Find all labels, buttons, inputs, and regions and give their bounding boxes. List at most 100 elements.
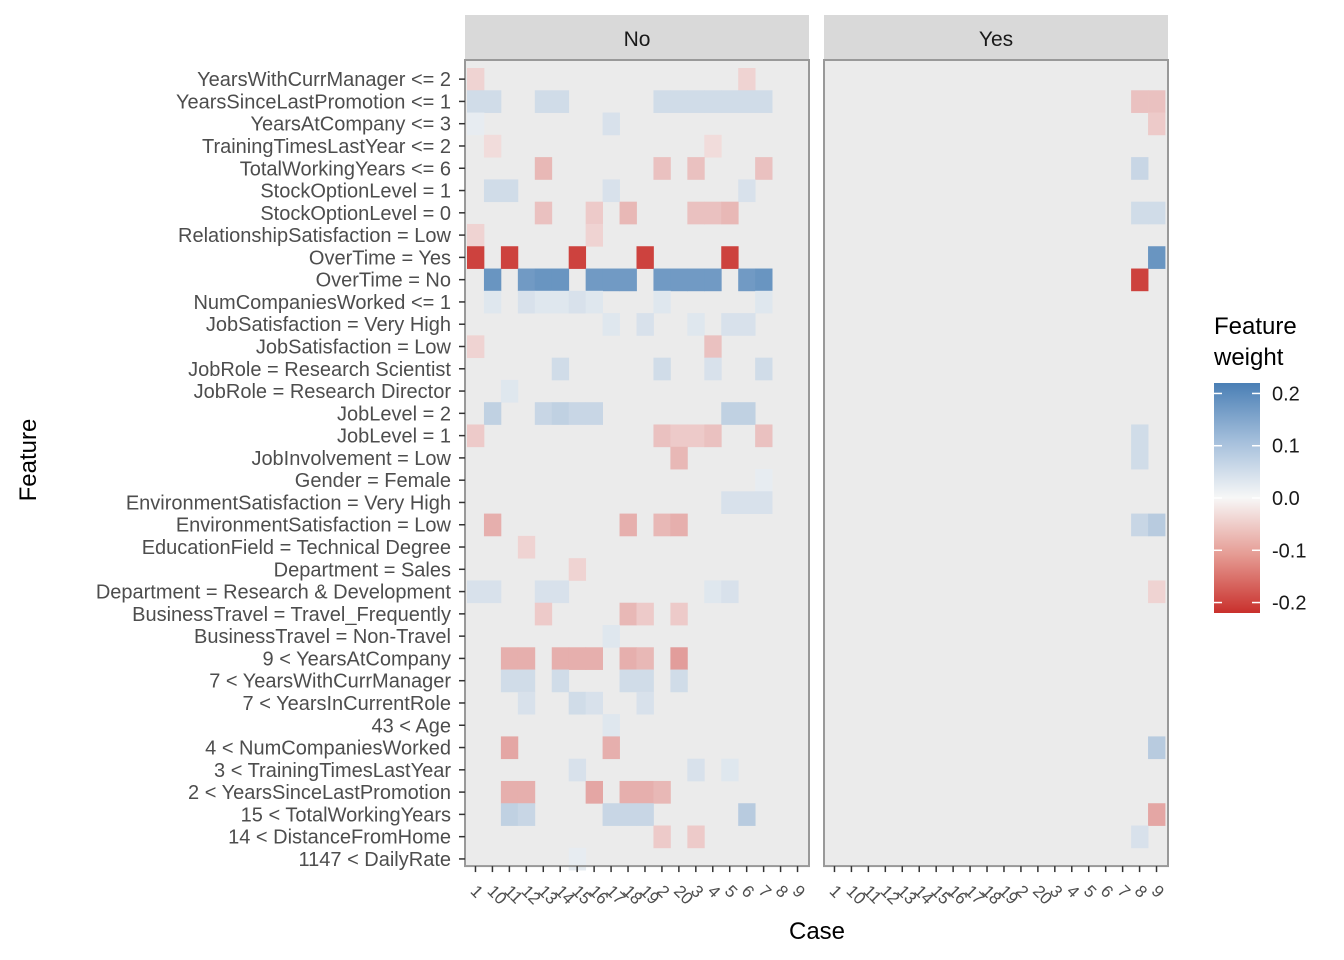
heatmap-cell: [467, 112, 485, 136]
heatmap-cell: [721, 201, 739, 225]
heatmap-cell: [467, 223, 485, 247]
heatmap-cell: [517, 535, 536, 559]
y-tick-label: 9 < YearsAtCompany: [263, 648, 451, 670]
heatmap-cell: [704, 134, 722, 158]
y-tick-label: TrainingTimesLastYear <= 2: [202, 136, 451, 158]
heatmap-cell: [483, 90, 502, 113]
heatmap-cell: [534, 580, 553, 604]
heatmap-cell: [1148, 513, 1166, 537]
heatmap-cell: [585, 691, 603, 715]
y-tick-label: Gender = Female: [295, 470, 451, 492]
y-tick-label: 7 < YearsInCurrentRole: [243, 693, 451, 715]
heatmap-cell: [568, 647, 587, 670]
x-tick-label: 5: [1080, 881, 1100, 901]
heatmap-cell: [602, 313, 620, 336]
heatmap-cell: [738, 313, 756, 336]
heatmap-cell: [1131, 513, 1149, 537]
y-axis-title: Feature: [15, 419, 42, 502]
heatmap-cell: [755, 357, 773, 381]
heatmap-cell: [755, 491, 773, 514]
heatmap-cell: [1148, 90, 1166, 113]
heatmap-cell: [653, 825, 671, 849]
y-tick-label: 15 < TotalWorkingYears: [241, 804, 451, 826]
heatmap-cell: [636, 246, 654, 269]
heatmap-cell: [653, 290, 671, 314]
heatmap-cell: [704, 357, 722, 381]
y-tick-label: NumCompaniesWorked <= 1: [193, 292, 451, 314]
heatmap-cell: [534, 290, 553, 314]
heatmap-cell: [670, 90, 688, 113]
y-tick-label: JobInvolvement = Low: [251, 448, 451, 470]
heatmap-cell: [500, 379, 519, 403]
heatmap-cell: [568, 290, 587, 314]
heatmap-cell: [653, 268, 671, 292]
heatmap-cell: [551, 647, 570, 670]
heatmap-cell: [636, 669, 654, 693]
heatmap-cell: [738, 179, 756, 203]
x-tick-label: 8: [772, 881, 792, 901]
heatmap-cell: [721, 758, 739, 782]
heatmap-cell: [585, 647, 603, 670]
heatmap-cell: [534, 268, 553, 292]
heatmap-cell: [1148, 736, 1166, 760]
heatmap-cell: [738, 491, 756, 514]
heatmap-cell: [670, 669, 688, 693]
heatmap-cell: [585, 402, 603, 425]
heatmap-cell: [517, 669, 536, 693]
heatmap-cell: [483, 179, 502, 203]
heatmap-cell: [500, 803, 519, 826]
legend-label: 0.0: [1272, 488, 1300, 510]
heatmap-cell: [551, 669, 570, 693]
panel-background: [824, 60, 1168, 867]
heatmap-cell: [551, 357, 570, 381]
y-tick-label: Department = Sales: [274, 559, 451, 581]
heatmap-cell: [1131, 201, 1149, 225]
heatmap-cell: [1131, 157, 1149, 180]
heatmap-cell: [602, 714, 620, 737]
heatmap-cell: [704, 424, 722, 448]
heatmap-cell: [585, 223, 603, 247]
heatmap-cell: [517, 268, 536, 292]
y-tick-label: JobRole = Research Scientist: [188, 359, 451, 381]
heatmap-cell: [500, 246, 519, 269]
heatmap-cell: [653, 780, 671, 804]
panel-border: [823, 59, 1169, 868]
x-tick-label: 1: [826, 881, 846, 901]
heatmap-cell: [551, 268, 570, 292]
facet-strip-label: Yes: [979, 28, 1013, 51]
heatmap-cell: [670, 647, 688, 670]
y-tick-label: OverTime = No: [316, 270, 451, 292]
heatmap-cell: [568, 758, 587, 782]
heatmap-cell: [483, 580, 502, 604]
heatmap-cell: [1148, 246, 1166, 269]
heatmap-cell: [636, 691, 654, 715]
heatmap-cell: [1148, 112, 1166, 136]
y-tick-label: 1147 < DailyRate: [299, 849, 452, 871]
heatmap-cell: [1148, 201, 1166, 225]
feature-axis: YearsWithCurrManager <= 2YearsSinceLastP…: [96, 69, 465, 871]
y-tick-label: Department = Research & Development: [96, 582, 452, 604]
heatmap-cell: [738, 803, 756, 826]
heatmap-cell: [1131, 424, 1149, 448]
heatmap-cell: [755, 290, 773, 314]
heatmap-cell: [755, 469, 773, 492]
heatmap-cell: [687, 758, 705, 782]
heatmap-cell: [534, 402, 553, 425]
heatmap-cell: [636, 647, 654, 670]
legend-label: -0.2: [1272, 593, 1306, 615]
heatmap-cell: [517, 647, 536, 670]
y-tick-label: 7 < YearsWithCurrManager: [209, 671, 451, 693]
heatmap-cell: [619, 268, 637, 292]
x-tick-label: 4: [704, 881, 724, 901]
panel-border: [464, 59, 810, 868]
y-tick-label: YearsWithCurrManager <= 2: [197, 69, 451, 91]
heatmap-cell: [500, 647, 519, 670]
heatmap-cell: [619, 602, 637, 626]
heatmap-cell: [1131, 90, 1149, 113]
heatmap-cell: [467, 246, 485, 269]
heatmap-cell: [467, 90, 485, 113]
heatmap-cell: [534, 602, 553, 626]
heatmap-cell: [467, 68, 485, 91]
heatmap-cell: [687, 157, 705, 180]
heatmap-cell: [517, 290, 536, 314]
